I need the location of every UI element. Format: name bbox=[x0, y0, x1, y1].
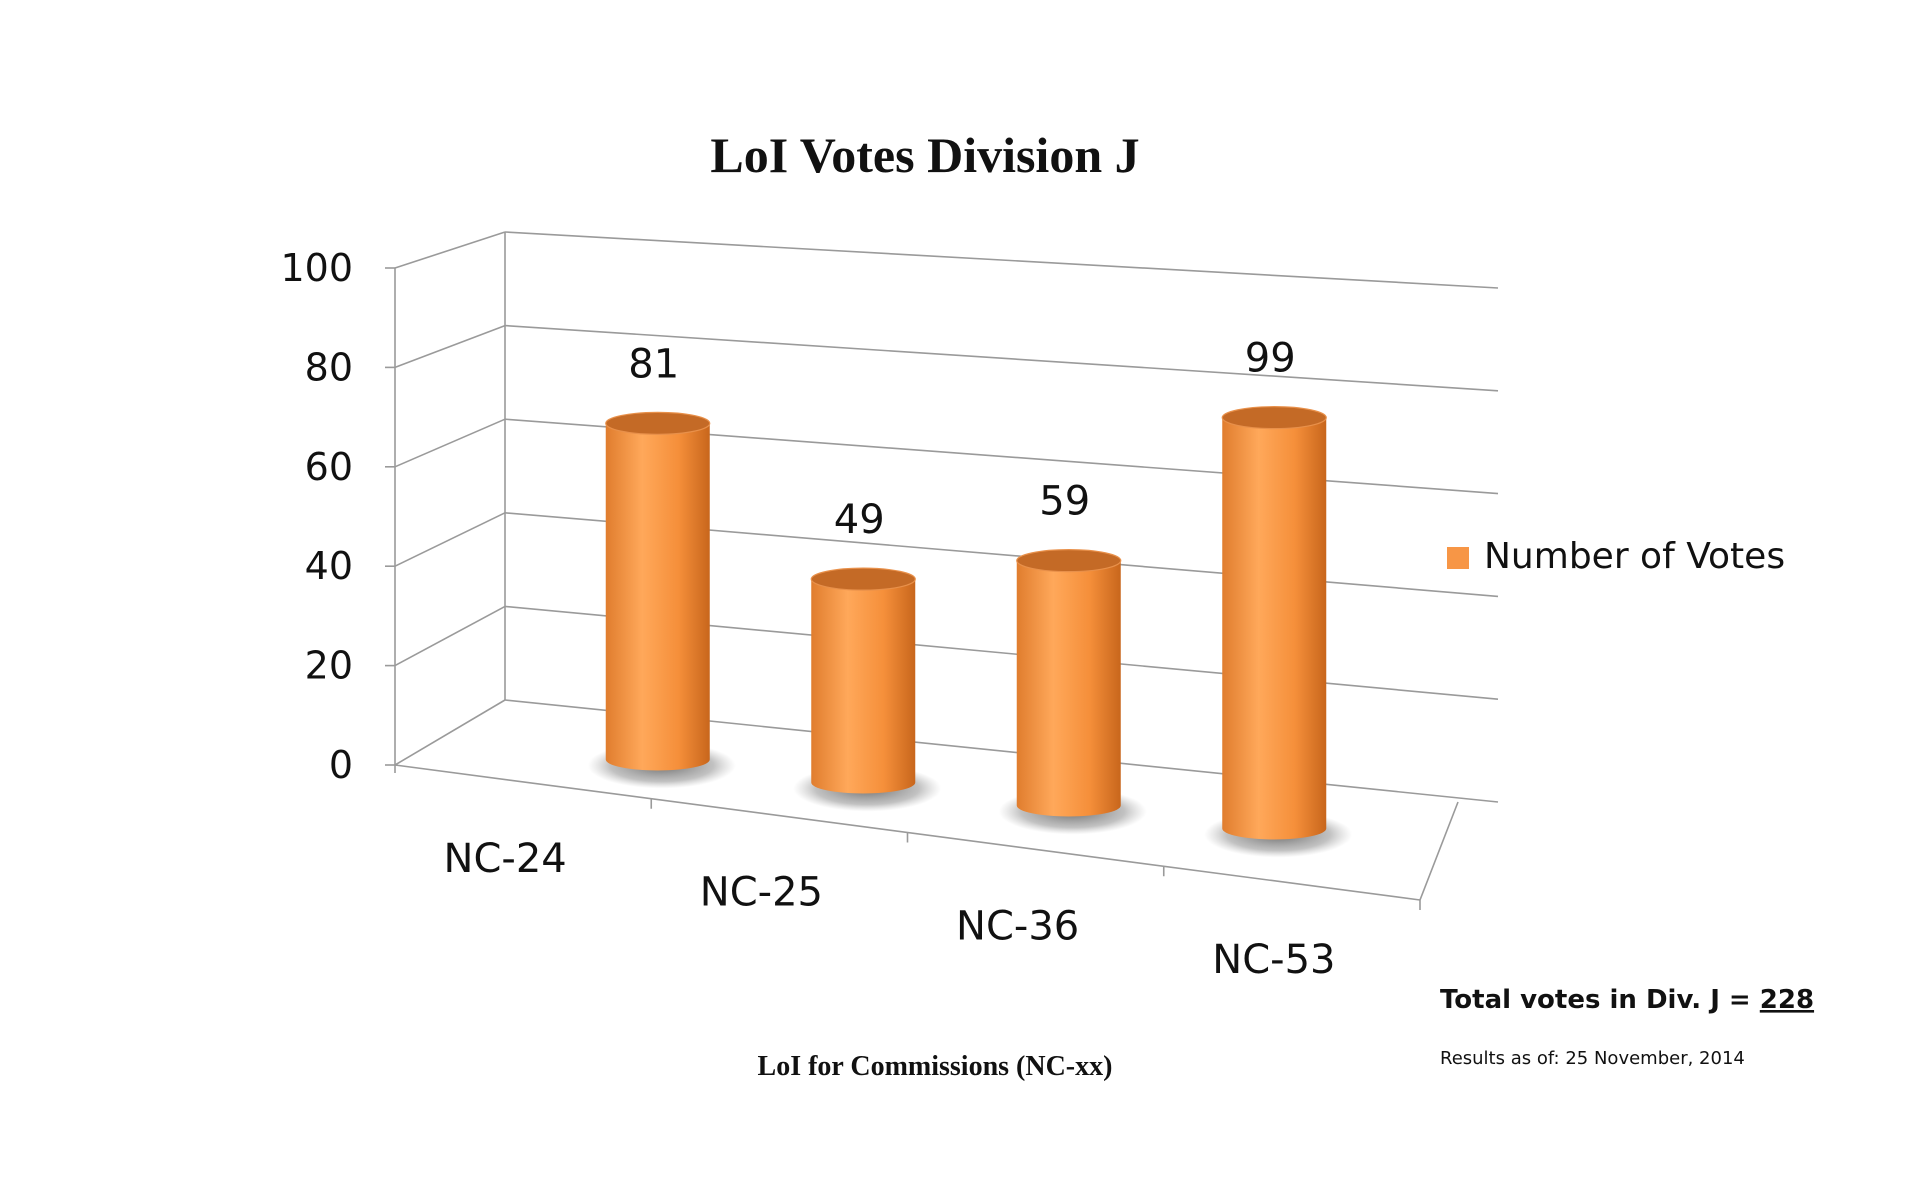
bar-NC-53 bbox=[1222, 417, 1327, 840]
x-axis-label: LoI for Commissions (NC-xx) bbox=[758, 1051, 1113, 1082]
bar-top bbox=[605, 411, 711, 435]
total-votes-note: Total votes in Div. J = 228 bbox=[1440, 985, 1814, 1015]
chart-bars bbox=[587, 406, 1353, 858]
x-tick-label: NC-53 bbox=[1212, 937, 1335, 983]
chart-title: LoI Votes Division J bbox=[710, 127, 1139, 183]
y-tick-label: 20 bbox=[305, 644, 353, 688]
data-labels: 81 49 59 99 bbox=[628, 336, 1295, 544]
bar-top bbox=[1221, 406, 1327, 430]
results-date-note: Results as of: 25 November, 2014 bbox=[1440, 1048, 1745, 1069]
x-axis-ticks: NC-24 NC-25 NC-36 NC-53 bbox=[444, 836, 1336, 983]
bar-top bbox=[1016, 549, 1122, 573]
x-tick-label: NC-24 bbox=[444, 836, 567, 882]
y-tick-label: 60 bbox=[305, 445, 353, 489]
bar-NC-36 bbox=[1016, 560, 1121, 817]
total-votes-value: 228 bbox=[1760, 985, 1814, 1015]
chart-grid bbox=[385, 231, 1499, 910]
y-tick-label: 80 bbox=[305, 345, 353, 389]
data-label: 49 bbox=[834, 497, 885, 543]
data-label: 81 bbox=[628, 341, 679, 387]
data-label: 59 bbox=[1039, 479, 1090, 525]
y-axis-ticks: 0 20 40 60 80 100 bbox=[280, 246, 353, 787]
chart-legend: Number of Votes bbox=[1447, 536, 1785, 577]
y-tick-label: 100 bbox=[280, 246, 353, 290]
legend-label: Number of Votes bbox=[1484, 536, 1785, 577]
bar-NC-25 bbox=[811, 579, 916, 794]
y-tick-label: 40 bbox=[305, 544, 353, 588]
bar-NC-24 bbox=[605, 423, 710, 771]
data-label: 99 bbox=[1245, 336, 1296, 382]
x-tick-label: NC-36 bbox=[956, 903, 1079, 949]
bar-top bbox=[810, 567, 916, 591]
x-tick-label: NC-25 bbox=[700, 870, 823, 916]
y-tick-label: 0 bbox=[329, 743, 353, 787]
total-votes-prefix: Total votes in Div. J = bbox=[1440, 985, 1760, 1015]
legend-swatch bbox=[1447, 547, 1469, 569]
